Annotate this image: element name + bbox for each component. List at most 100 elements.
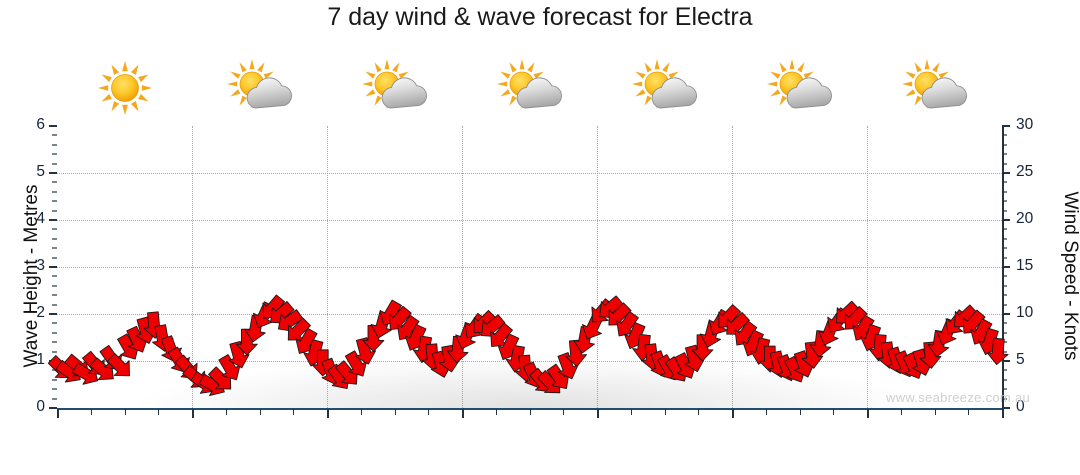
axis-tick [49,219,57,221]
x-axis-tick [394,409,396,415]
weather-icon-slot [597,59,733,120]
axis-tick [49,266,57,268]
axis-minor-tick [1002,247,1007,250]
axis-minor-tick [52,275,57,278]
x-axis-tick [192,409,194,418]
axis-tick [1002,313,1010,315]
axis-tick [49,407,57,409]
axis-tick-label: 0 [36,398,45,415]
horizontal-gridline [57,173,1002,174]
day-separator-gridline [192,126,193,408]
axis-tick [49,313,57,315]
x-axis-tick [900,409,902,415]
axis-minor-tick [52,397,57,400]
axis-minor-tick [1002,369,1007,372]
x-axis-tick [293,409,295,415]
axis-minor-tick [1002,341,1007,344]
x-axis-tick [664,409,666,415]
wind-arrow [354,337,377,365]
axis-minor-tick [1002,331,1007,334]
wind-arrow [616,311,639,337]
x-axis-tick [57,409,59,418]
wind-arrow [344,350,368,377]
axis-minor-tick [1002,209,1007,212]
axis-minor-tick [52,294,57,297]
axis-tick-label: 20 [1016,210,1034,227]
axis-minor-tick [52,369,57,372]
wind-arrow [72,362,99,385]
axis-minor-tick [52,322,57,325]
day-header-thursday [192,38,328,120]
partly-cloudy-icon [900,59,970,118]
day-separator-gridline [327,126,328,408]
horizontal-gridline [57,267,1002,268]
axis-minor-tick [52,247,57,250]
page-title: 7 day wind & wave forecast for Electra [327,3,753,31]
partly-cloudy-icon [360,59,430,118]
sunny-icon [90,60,160,118]
wind-arrow [962,309,986,334]
weather-icon-slot [732,59,868,120]
partly-cloudy-icon [901,59,967,109]
x-axis-tick [428,409,430,415]
axis-tick [1002,407,1010,409]
day-header-sunday [597,38,733,120]
x-axis-tick [259,409,261,415]
axis-minor-tick [52,284,57,287]
weather-icon-slot [867,59,1003,120]
day-header-wednesday [57,38,193,120]
sunny-icon [97,61,152,115]
axis-minor-tick [1002,350,1007,353]
x-axis-tick [934,409,936,415]
x-axis-tick [732,409,734,418]
temperature-range [597,38,733,58]
axis-minor-tick [1002,153,1007,156]
x-axis-tick [158,409,160,415]
x-axis-tick [529,409,531,415]
x-axis-tick [563,409,565,415]
wind-arrow [734,320,758,346]
axis-tick-label: 10 [1016,304,1034,321]
wind-arrow [388,305,412,331]
axis-tick-label: 15 [1016,257,1034,274]
day-header-saturday [462,38,598,120]
axis-minor-tick [52,388,57,391]
wind-arrow [490,322,513,347]
day-separator-gridline [597,126,598,408]
axis-minor-tick [52,341,57,344]
axis-minor-tick [1002,284,1007,287]
axis-minor-tick [52,209,57,212]
wind-arrow [986,337,1009,366]
x-axis-tick [968,409,970,415]
axis-minor-tick [52,303,57,306]
partly-cloudy-icon [766,59,832,109]
axis-minor-tick [1002,143,1007,146]
axis-tick-label: 25 [1016,163,1034,180]
axis-minor-tick [1002,200,1007,203]
partly-cloudy-icon [225,59,295,118]
wind-arrow [565,339,587,367]
weather-icon-slot [462,59,598,120]
axis-tick [1002,125,1010,127]
axis-minor-tick [52,162,57,165]
temperature-range [327,38,463,58]
partly-cloudy-icon [631,59,697,109]
axis-tick [1002,266,1010,268]
x-axis-tick [867,409,869,418]
temperature-range [57,38,193,58]
axis-minor-tick [1002,378,1007,381]
x-axis-tick [597,409,599,418]
temperature-range [732,38,868,58]
axis-minor-tick [52,134,57,137]
x-axis-tick [462,409,464,418]
axis-minor-tick [52,331,57,334]
partly-cloudy-icon [496,59,562,109]
axis-minor-tick [1002,190,1007,193]
axis-tick-label: 2 [36,304,45,321]
axis-minor-tick [1002,162,1007,165]
axis-minor-tick [1002,181,1007,184]
x-axis-tick [495,409,497,415]
horizontal-gridline [57,314,1002,315]
axis-tick-label: 5 [1016,351,1025,368]
